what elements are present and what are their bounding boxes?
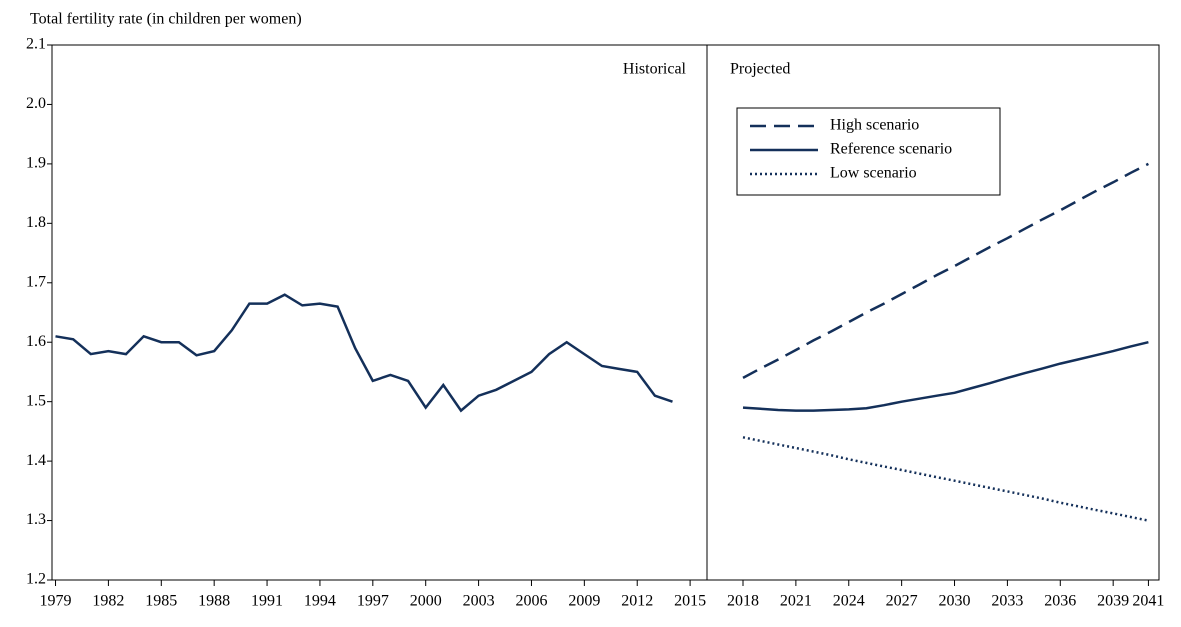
x-tick-label: 1988 [198, 593, 230, 610]
y-tick-label: 1.6 [26, 333, 46, 350]
y-tick-label: 1.2 [26, 571, 46, 588]
series-line [742, 340, 1149, 412]
x-tick-label: 2033 [991, 593, 1023, 610]
series-line [742, 162, 1149, 379]
y-tick-label: 1.9 [26, 155, 46, 172]
legend-label: Low scenario [830, 165, 917, 182]
legend-label: Reference scenario [830, 141, 952, 158]
x-tick-label: 1994 [304, 593, 336, 610]
annotation: Historical [623, 61, 687, 78]
x-tick-label: 2024 [833, 593, 865, 610]
x-tick-label: 2030 [939, 593, 971, 610]
y-tick-label: 1.8 [26, 214, 46, 231]
x-tick-label: 1979 [40, 593, 72, 610]
series-line [55, 293, 673, 413]
x-tick-label: 1997 [357, 593, 389, 610]
x-tick-label: 1991 [251, 593, 283, 610]
y-axis-title: Total fertility rate (in children per wo… [30, 11, 302, 28]
annotation: Projected [730, 61, 790, 78]
x-tick-label: 2036 [1044, 593, 1076, 610]
y-tick-label: 1.5 [26, 392, 46, 409]
x-tick-label: 2003 [463, 593, 495, 610]
x-tick-label: 2006 [515, 593, 547, 610]
plot-frame [51, 44, 1160, 581]
y-tick-label: 2.1 [26, 36, 46, 53]
series-line [742, 436, 1149, 522]
x-tick-label: 2021 [780, 593, 812, 610]
x-tick-label: 2018 [727, 593, 759, 610]
y-tick-label: 1.7 [26, 273, 46, 290]
x-tick-label: 2000 [410, 593, 442, 610]
x-tick-label: 1985 [145, 593, 177, 610]
legend-label: High scenario [830, 117, 919, 134]
legend-box [736, 107, 1001, 196]
x-tick-label: 2041 [1132, 593, 1164, 610]
x-tick-label: 1982 [92, 593, 124, 610]
x-tick-label: 2027 [886, 593, 918, 610]
y-tick-label: 1.3 [26, 511, 46, 528]
y-tick-label: 1.4 [26, 452, 46, 469]
x-tick-label: 2039 [1097, 593, 1129, 610]
y-tick-label: 2.0 [26, 95, 46, 112]
x-tick-label: 2015 [674, 593, 706, 610]
x-tick-label: 2012 [621, 593, 653, 610]
x-tick-label: 2009 [568, 593, 600, 610]
